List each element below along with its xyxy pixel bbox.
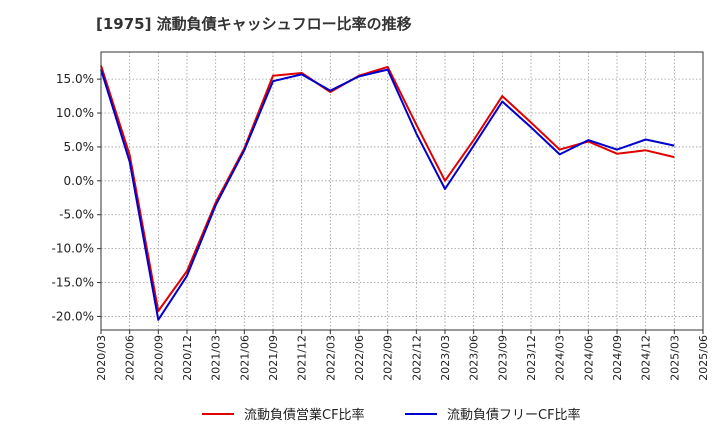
y-tick-label: -20.0% [52, 309, 94, 323]
x-tick-label: 2024/03 [554, 335, 567, 381]
x-tick-label: 2021/12 [296, 335, 309, 381]
y-tick-label: 0.0% [64, 174, 95, 188]
x-tick-label: 2023/09 [496, 335, 509, 381]
x-tick-label: 2025/06 [697, 335, 710, 381]
y-tick-label: 10.0% [56, 106, 94, 120]
x-tick-label: 2020/12 [181, 335, 194, 381]
plot-frame [100, 51, 704, 331]
legend-label-free-cf: 流動負債フリーCF比率 [447, 408, 581, 423]
x-axis-ticks: 2020/03 2020/06 2020/09 2020/12 2021/03 2021/… [95, 330, 710, 381]
legend-swatch-operating-cf [202, 412, 234, 415]
x-tick-label: 2024/09 [611, 335, 624, 381]
x-tick-label: 2022/03 [324, 335, 337, 381]
x-tick-label: 2021/09 [267, 335, 280, 381]
x-tick-label: 2020/03 [95, 335, 108, 381]
y-tick-label: 15.0% [56, 72, 94, 86]
x-tick-label: 2022/09 [382, 335, 395, 381]
legend-swatch-free-cf [405, 412, 437, 415]
legend-item-free-cf: 流動負債フリーCF比率 [405, 404, 581, 423]
y-tick-label: -5.0% [59, 208, 94, 222]
grid-lines [101, 52, 703, 330]
y-axis-ticks: 15.0% 10.0% 5.0% 0.0% -5.0% -10.0% -15.0% -20.0… [52, 72, 101, 323]
x-tick-label: 2024/12 [640, 335, 653, 381]
x-tick-label: 2024/06 [582, 335, 595, 381]
x-tick-label: 2023/06 [468, 335, 481, 381]
x-tick-label: 2025/03 [668, 335, 681, 381]
x-tick-label: 2023/12 [525, 335, 538, 381]
x-tick-label: 2021/06 [238, 335, 251, 381]
y-tick-label: -15.0% [52, 276, 94, 290]
y-tick-label: -10.0% [52, 242, 94, 256]
x-tick-label: 2023/03 [439, 335, 452, 381]
chart-title: [1975] 流動負債キャッシュフロー比率の推移 [96, 15, 412, 33]
x-tick-label: 2022/06 [353, 335, 366, 381]
x-tick-label: 2020/09 [152, 335, 165, 381]
y-tick-label: 5.0% [64, 140, 95, 154]
x-tick-label: 2021/03 [210, 335, 223, 381]
legend-label-operating-cf: 流動負債営業CF比率 [244, 408, 365, 423]
series-lines [100, 65, 675, 321]
series-line-free-cf [100, 68, 675, 321]
x-tick-label: 2020/06 [124, 335, 137, 381]
legend-item-operating-cf: 流動負債営業CF比率 [202, 404, 365, 423]
x-tick-label: 2022/12 [410, 335, 423, 381]
